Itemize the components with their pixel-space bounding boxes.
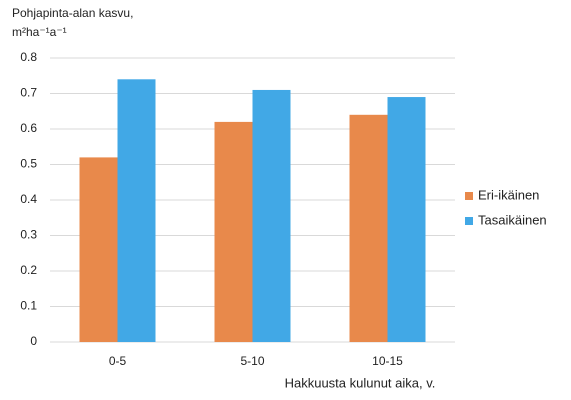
y-tick-label: 0.5 bbox=[20, 157, 37, 171]
y-tick-label: 0 bbox=[30, 334, 37, 348]
legend-label: Eri-ikäinen bbox=[478, 187, 539, 202]
x-tick-label: 5-10 bbox=[240, 354, 264, 368]
bar bbox=[79, 157, 118, 342]
y-axis-label: m²ha⁻¹a⁻¹ bbox=[12, 25, 67, 39]
bar bbox=[117, 79, 156, 343]
y-tick-label: 0.3 bbox=[20, 228, 37, 242]
x-tick-label: 10-15 bbox=[372, 354, 403, 368]
y-tick-label: 0.6 bbox=[20, 121, 37, 135]
bar bbox=[252, 89, 291, 342]
y-tick-label: 0.1 bbox=[20, 299, 37, 313]
legend-swatch bbox=[465, 192, 473, 200]
y-axis-label: Pohjapinta-alan kasvu, bbox=[12, 6, 133, 20]
bar bbox=[349, 114, 388, 342]
x-axis-label: Hakkuusta kulunut aika, v. bbox=[285, 375, 436, 390]
legend-swatch bbox=[465, 217, 473, 225]
bar bbox=[214, 121, 253, 343]
y-tick-label: 0.7 bbox=[20, 86, 37, 100]
y-tick-label: 0.4 bbox=[20, 192, 37, 206]
y-tick-label: 0.2 bbox=[20, 263, 37, 277]
bar bbox=[387, 97, 426, 342]
x-tick-label: 0-5 bbox=[109, 354, 127, 368]
y-tick-label: 0.8 bbox=[20, 50, 37, 64]
legend-label: Tasaikäinen bbox=[478, 212, 547, 227]
